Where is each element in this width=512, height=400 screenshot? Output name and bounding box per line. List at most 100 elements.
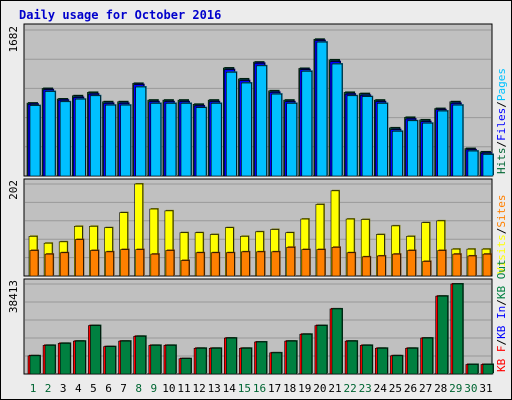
bar-pages xyxy=(195,107,207,177)
bar-sites xyxy=(376,255,386,277)
bar-pages xyxy=(361,96,373,177)
day-label: 31 xyxy=(479,382,492,395)
legend-item: Pages xyxy=(495,68,508,101)
day-label: 6 xyxy=(105,382,112,395)
day-label: 4 xyxy=(75,382,82,395)
legend-item: / xyxy=(495,299,508,306)
bar-kb-out xyxy=(75,340,86,375)
legend-item: / xyxy=(495,101,508,108)
legend-item: / xyxy=(495,228,508,235)
day-label: 19 xyxy=(298,382,311,395)
bar-sites xyxy=(165,250,175,277)
day-label: 20 xyxy=(313,382,326,395)
bar-sites xyxy=(256,251,265,277)
bar-kb-out xyxy=(165,345,177,375)
bar-pages xyxy=(407,120,418,177)
legend-item: / xyxy=(495,339,508,346)
bar-kb-out xyxy=(407,347,418,375)
bar-pages xyxy=(135,86,146,177)
bar-pages xyxy=(467,150,479,177)
bar-sites xyxy=(346,252,356,277)
day-label: 29 xyxy=(449,382,462,395)
day-label: 18 xyxy=(283,382,296,395)
bar-sites xyxy=(135,249,144,277)
bar-kb-out xyxy=(437,295,449,375)
legend-item: Sites xyxy=(495,195,508,228)
bar-sites xyxy=(316,249,326,277)
bar-pages xyxy=(346,95,358,177)
bar-pages xyxy=(180,103,192,177)
bar-kb-out xyxy=(135,336,146,375)
bar-kb-out xyxy=(271,352,282,375)
legend-item: Visits xyxy=(495,234,508,274)
bar-pages xyxy=(376,103,388,177)
day-label: 2 xyxy=(45,382,52,395)
day-label: 7 xyxy=(120,382,127,395)
bar-pages xyxy=(301,71,313,177)
legend-item: KB In xyxy=(495,306,508,339)
bar-sites xyxy=(482,253,492,277)
bar-pages xyxy=(437,110,449,177)
bar-pages xyxy=(226,71,237,177)
bar-kb-out xyxy=(195,347,207,375)
bar-pages xyxy=(105,104,116,177)
day-label: 21 xyxy=(328,382,341,395)
day-label: 14 xyxy=(223,382,237,395)
bar-sites xyxy=(271,251,280,277)
bar-sites xyxy=(361,256,371,277)
bar-pages xyxy=(422,122,433,177)
y-max-label: 38413 xyxy=(7,280,20,313)
bar-pages xyxy=(210,103,222,177)
bar-sites xyxy=(195,252,205,277)
bar-pages xyxy=(120,104,131,177)
bar-pages xyxy=(59,101,71,177)
day-label: 1 xyxy=(30,382,37,395)
bar-kb-out xyxy=(150,345,162,375)
bar-pages xyxy=(150,103,162,177)
bar-pages xyxy=(90,95,101,177)
day-label: 11 xyxy=(177,382,190,395)
bar-sites xyxy=(331,247,341,277)
bar-pages xyxy=(452,104,464,177)
day-label: 8 xyxy=(135,382,142,395)
bar-kb-out xyxy=(241,347,252,375)
bar-sites xyxy=(180,260,190,277)
bar-kb-out xyxy=(180,358,192,375)
series-legend: KB F/KB In/KB Out xyxy=(495,259,508,372)
day-label: 27 xyxy=(419,382,432,395)
day-label: 28 xyxy=(434,382,447,395)
bar-sites xyxy=(452,253,462,277)
day-label: 24 xyxy=(374,382,388,395)
day-label: 3 xyxy=(60,382,67,395)
day-label: 26 xyxy=(404,382,417,395)
bar-sites xyxy=(407,250,416,277)
bar-kb-out xyxy=(301,333,313,375)
y-max-label: 202 xyxy=(7,180,20,200)
bar-kb-out xyxy=(256,341,267,375)
bar-kb-out xyxy=(59,343,71,375)
bar-sites xyxy=(437,250,447,277)
bar-kb-out xyxy=(120,340,131,375)
bar-sites xyxy=(210,252,220,277)
bar-pages xyxy=(241,82,252,177)
bar-pages xyxy=(271,93,282,177)
bar-sites xyxy=(59,252,69,277)
bar-sites xyxy=(286,247,296,277)
bar-kb-out xyxy=(316,325,328,375)
bar-sites xyxy=(241,251,250,277)
day-label: 16 xyxy=(253,382,266,395)
legend-item: KB Out xyxy=(495,259,508,299)
legend-item: Hits xyxy=(495,148,508,175)
bar-sites xyxy=(29,250,39,277)
day-label: 15 xyxy=(238,382,251,395)
bar-sites xyxy=(75,239,84,277)
bar-sites xyxy=(392,253,401,277)
bar-kb-out xyxy=(226,337,237,375)
legend-item: KB F xyxy=(495,346,508,373)
day-label: 12 xyxy=(192,382,205,395)
bar-kb-out xyxy=(482,364,494,375)
bar-pages xyxy=(29,105,41,177)
bar-sites xyxy=(226,252,235,277)
